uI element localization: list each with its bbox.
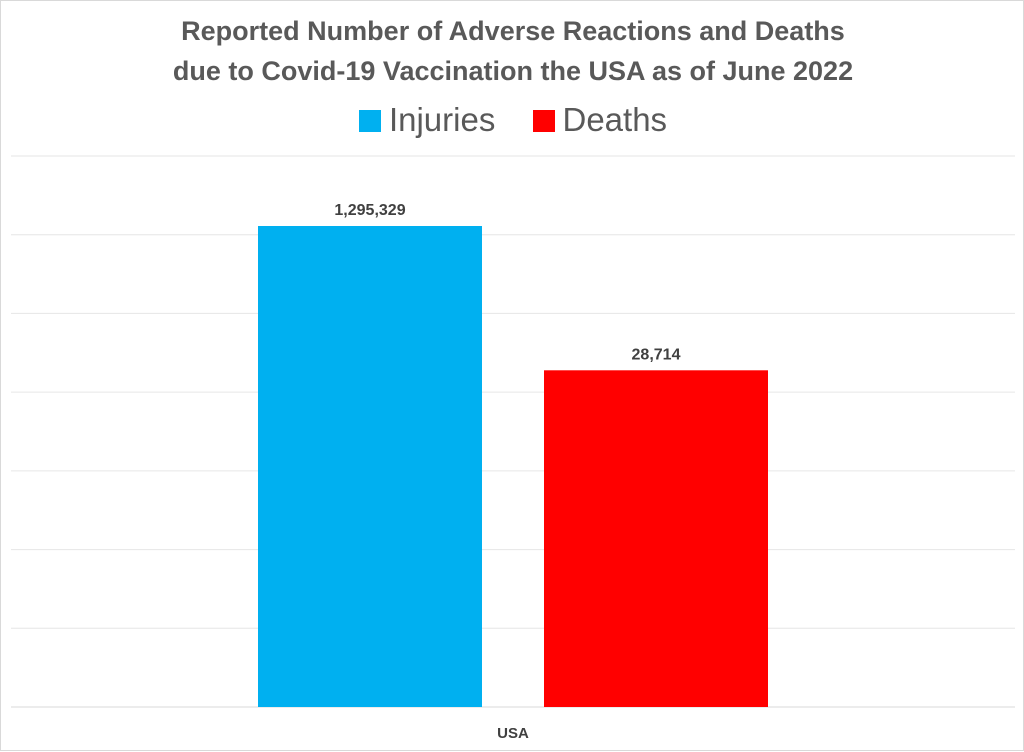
data-label-injuries: 1,295,329 — [334, 202, 405, 219]
chart-legend: Injuries Deaths — [1, 99, 1024, 139]
legend-item-deaths: Deaths — [532, 101, 668, 139]
chart-title-line-2: due to Covid-19 Vaccination the USA as o… — [172, 56, 854, 86]
bar-injuries — [258, 226, 482, 707]
legend-label-injuries: Injuries — [388, 101, 496, 139]
x-tick-label: USA — [497, 725, 529, 742]
legend-swatch-injuries — [358, 109, 381, 132]
bar-deaths — [544, 370, 768, 707]
legend-item-injuries: Injuries — [358, 101, 496, 139]
data-label-deaths: 28,714 — [632, 346, 681, 363]
chart-title-line-1: Reported Number of Adverse Reactions and… — [181, 16, 845, 46]
legend-label-deaths: Deaths — [562, 101, 668, 139]
chart-title: Reported Number of Adverse Reactions and… — [1, 11, 1024, 91]
legend-swatch-deaths — [532, 109, 555, 132]
